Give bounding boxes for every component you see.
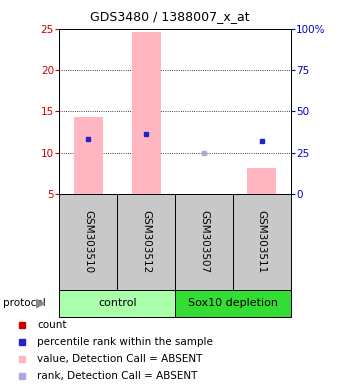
Text: rank, Detection Call = ABSENT: rank, Detection Call = ABSENT	[37, 371, 198, 381]
Bar	[117, 194, 175, 290]
Bar	[175, 194, 233, 290]
Text: GSM303510: GSM303510	[83, 210, 94, 273]
Text: GSM303511: GSM303511	[257, 210, 267, 273]
Bar	[247, 167, 276, 194]
Text: percentile rank within the sample: percentile rank within the sample	[37, 337, 213, 347]
Text: count: count	[37, 320, 67, 330]
Text: protocol: protocol	[3, 298, 46, 308]
Text: value, Detection Call = ABSENT: value, Detection Call = ABSENT	[37, 354, 203, 364]
Text: Sox10 depletion: Sox10 depletion	[188, 298, 278, 308]
Bar	[74, 117, 103, 194]
Text: control: control	[98, 298, 137, 308]
Text: ▶: ▶	[36, 297, 46, 310]
Text: GDS3480 / 1388007_x_at: GDS3480 / 1388007_x_at	[90, 10, 250, 23]
Text: GSM303507: GSM303507	[199, 210, 209, 273]
Bar	[233, 194, 291, 290]
Bar	[132, 32, 161, 194]
Bar	[175, 290, 291, 317]
Bar	[59, 290, 175, 317]
Text: GSM303512: GSM303512	[141, 210, 151, 273]
Bar	[59, 194, 117, 290]
